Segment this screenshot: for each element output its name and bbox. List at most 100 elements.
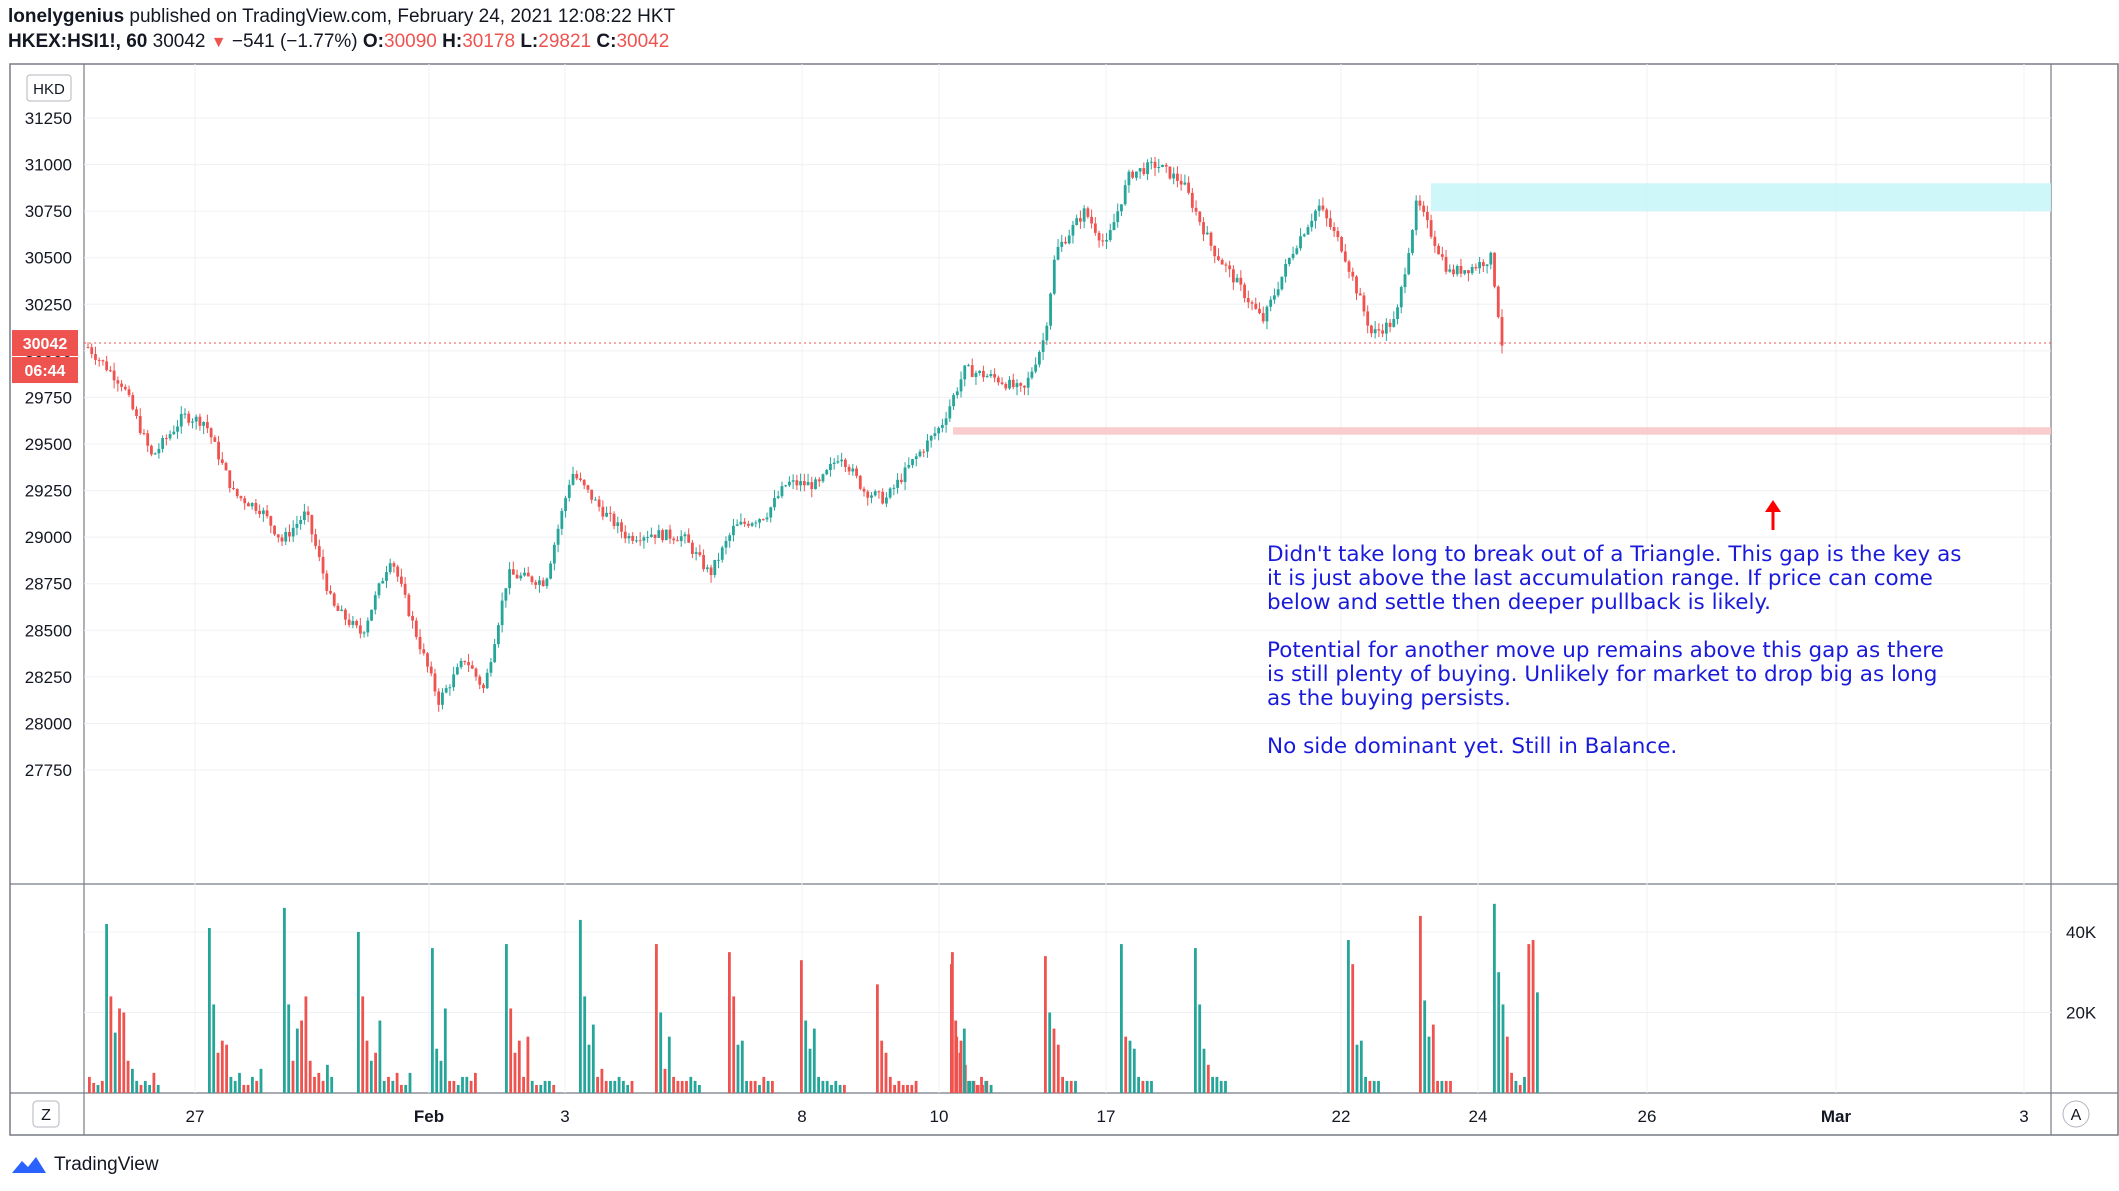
candle-body [679, 536, 683, 542]
candle-body [179, 413, 183, 427]
candle-body [131, 395, 135, 410]
volume-bar [1128, 1040, 1132, 1093]
candle-body [220, 459, 224, 464]
volume-bar [283, 907, 286, 1093]
candle-body [735, 524, 739, 526]
candle-body [918, 451, 922, 457]
volume-bar [1052, 1028, 1056, 1093]
annotation-text[interactable]: Didn't take long to break out of a Trian… [1267, 543, 1967, 783]
candle-body [545, 578, 549, 587]
volume-bar [800, 960, 803, 1093]
candle-body [1355, 276, 1358, 294]
volume-bar [1219, 1080, 1223, 1093]
candle-body [1481, 262, 1485, 267]
candle-body [493, 644, 497, 663]
tradingview-logo[interactable]: TradingView [10, 1154, 159, 1176]
volume-bar [1044, 956, 1047, 1093]
publish-date: published on TradingView.com, February 2… [124, 6, 676, 27]
candle-body [1411, 230, 1414, 254]
volume-tick-label: 20K [2066, 1004, 2097, 1023]
candle-body [1310, 220, 1314, 228]
candle-body [851, 468, 855, 472]
volume-bar [698, 1084, 701, 1093]
low-label: L: [520, 31, 539, 52]
candle-body [463, 660, 467, 663]
candle-body [694, 552, 698, 554]
candle-body [724, 540, 728, 548]
candle-body [847, 466, 851, 472]
volume-bar [513, 1052, 517, 1093]
volume-bar [382, 1080, 386, 1093]
candle-body [929, 435, 933, 441]
candle-body [1056, 246, 1060, 260]
candle-body [825, 470, 829, 475]
candle-body [1392, 318, 1396, 327]
volume-bar [1124, 1036, 1128, 1093]
volume-bar [469, 1080, 473, 1093]
candle-body [810, 482, 814, 490]
candle-body [836, 461, 840, 463]
volume-bar [758, 1084, 761, 1093]
candle-body [164, 438, 168, 440]
volume-bar [131, 1068, 134, 1093]
candle-body [1176, 173, 1179, 181]
candle-body [631, 535, 635, 541]
candle-body [1328, 218, 1332, 227]
volume-bar [435, 1048, 439, 1093]
open-label: O: [362, 31, 384, 52]
candle-body [1478, 262, 1482, 269]
candle-body [765, 517, 769, 520]
candle-body [758, 519, 761, 523]
volume-bar [884, 1052, 888, 1093]
candle-body [310, 515, 314, 535]
volume-bar [1141, 1080, 1145, 1093]
low-value: 29821 [538, 31, 592, 52]
volume-bar [1449, 1080, 1452, 1093]
symbol-name[interactable]: HKEX:HSI1!, 60 [8, 31, 148, 52]
candle-body [1153, 161, 1157, 168]
candle-body [433, 673, 437, 692]
volume-bar [821, 1080, 825, 1093]
time-tick-label: Feb [414, 1107, 444, 1126]
candle-body [1134, 171, 1138, 178]
candle-body [1217, 256, 1220, 260]
candle-body [608, 512, 612, 514]
volume-bar [830, 1084, 833, 1093]
volume-bar [753, 1080, 757, 1093]
volume-bar [975, 1084, 979, 1093]
candle-body [302, 511, 306, 521]
candle-body [1489, 252, 1493, 265]
publish-info: lonelygenius published on TradingView.co… [8, 6, 675, 28]
candle-body [444, 688, 448, 693]
candle-body [702, 555, 705, 570]
candle-body [635, 540, 638, 542]
candle-body [138, 416, 142, 434]
volume-bar [242, 1084, 246, 1093]
volume-bar [1351, 964, 1355, 1093]
candle-body [1414, 200, 1418, 231]
candle-body [1422, 205, 1426, 212]
candle-body [1261, 313, 1265, 322]
volume-bar [1120, 944, 1123, 1093]
volume-bar [135, 1080, 139, 1093]
candle-body [892, 487, 896, 489]
volume-bar [88, 1076, 91, 1093]
candle-body [1399, 287, 1403, 308]
z-button-label: Z [41, 1107, 51, 1124]
author-name[interactable]: lonelygenius [8, 6, 125, 27]
candle-body [612, 513, 616, 526]
volume-bar [843, 1084, 846, 1093]
candle-body [534, 582, 538, 585]
close-value: 30042 [616, 31, 670, 52]
volume-bar [1364, 1076, 1367, 1093]
candle-body [579, 478, 582, 480]
candle-body [970, 365, 974, 377]
volume-bar [113, 1032, 117, 1093]
price-tick-label: 31250 [25, 109, 72, 128]
volume-bar [1074, 1080, 1077, 1093]
candle-body [411, 616, 414, 621]
candle-body [959, 379, 963, 392]
candle-body [515, 574, 519, 579]
volume-bar [456, 1084, 460, 1093]
